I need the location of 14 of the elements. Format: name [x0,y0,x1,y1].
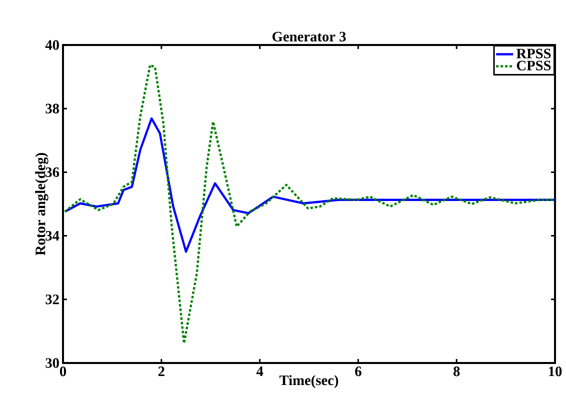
y-tick-label: 32 [46,294,59,304]
y-tick-label: 30 [46,358,59,368]
x-tick-label: 2 [158,366,164,376]
x-tick-label: 0 [60,366,66,376]
legend-label: RPSS [516,48,551,58]
x-tick-label: 6 [355,366,362,376]
x-axis-title: Time(sec) [279,375,338,388]
x-tick-label: 8 [453,366,460,376]
x-tick-label: 10 [548,366,562,376]
chart-title: Generator 3 [272,32,346,42]
y-tick-label: 40 [45,40,59,50]
y-tick-label: 38 [46,104,60,114]
legend-label: CPSS [516,60,551,70]
x-tick-label: 4 [256,366,264,376]
